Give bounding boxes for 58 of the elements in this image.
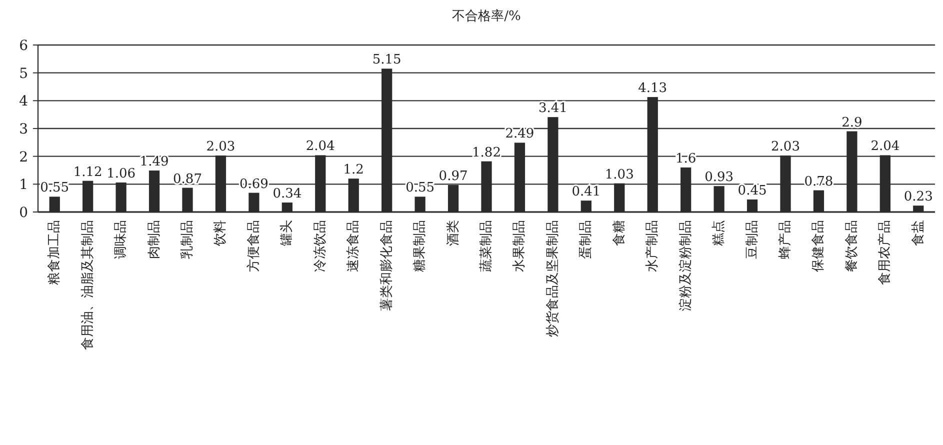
data-label: 3.41 bbox=[538, 101, 568, 116]
x-tick-label: 食盐 bbox=[910, 220, 926, 246]
x-tick-label: 豆制品 bbox=[744, 220, 760, 259]
x-tick-label: 酒类 bbox=[446, 220, 461, 246]
data-label: 0.55 bbox=[40, 180, 70, 196]
x-tick-label: 蜂产品 bbox=[778, 220, 793, 259]
x-tick-label: 淀粉及淀粉制品 bbox=[678, 220, 694, 311]
data-label: 2.49 bbox=[505, 126, 534, 142]
x-tick-label: 水产制品 bbox=[645, 220, 660, 272]
data-label: 1.12 bbox=[73, 164, 102, 180]
data-label: 0.97 bbox=[438, 169, 468, 184]
x-tick-label: 粮食加工品 bbox=[47, 220, 62, 285]
y-tick-label: 3 bbox=[19, 122, 28, 138]
x-tick-label: 食用农产品 bbox=[878, 220, 893, 285]
data-label: 0.55 bbox=[406, 180, 435, 196]
x-tick-label: 水果制品 bbox=[512, 220, 528, 272]
data-label: 0.87 bbox=[173, 172, 202, 187]
data-label: 2.04 bbox=[870, 139, 900, 154]
x-tick-label: 蛋制品 bbox=[578, 220, 594, 259]
data-label: 1.2 bbox=[343, 162, 364, 178]
x-tick-label: 餐饮食品 bbox=[844, 220, 860, 272]
data-label: 1.03 bbox=[604, 167, 634, 182]
data-label: 1.49 bbox=[140, 154, 169, 170]
x-tick-label: 糖果制品 bbox=[412, 220, 428, 272]
y-tick-label: 5 bbox=[19, 66, 28, 82]
data-label: 2.04 bbox=[306, 139, 335, 154]
data-label: 1.06 bbox=[106, 166, 136, 182]
x-tick-label: 饮料 bbox=[213, 220, 228, 247]
data-label: 2.03 bbox=[206, 140, 236, 154]
data-label: 5.15 bbox=[372, 52, 402, 68]
x-tick-label: 薯类和膨化食品 bbox=[379, 220, 394, 311]
y-tick-label: 6 bbox=[19, 38, 28, 54]
data-label: 0.23 bbox=[904, 190, 933, 205]
data-label: 0.93 bbox=[704, 170, 734, 186]
x-tick-label: 肉制品 bbox=[146, 220, 162, 259]
x-tick-label: 食糖 bbox=[612, 220, 627, 246]
x-tick-label: 炒货食品及坚果制品 bbox=[545, 220, 560, 337]
y-tick-label: 0 bbox=[19, 205, 28, 221]
y-tick-label: 4 bbox=[19, 94, 28, 110]
data-label: 0.45 bbox=[738, 183, 767, 198]
data-label: 2.9 bbox=[842, 115, 862, 130]
x-tick-label: 方便食品 bbox=[245, 220, 262, 272]
x-tick-label: 乳制品 bbox=[180, 220, 195, 259]
chart-title: 不合格率/% bbox=[452, 8, 521, 24]
x-tick-label: 速冻食品 bbox=[346, 220, 362, 272]
data-label: 0.41 bbox=[572, 184, 601, 200]
x-tick-label: 保健食品 bbox=[811, 220, 826, 272]
y-tick-label: 2 bbox=[19, 149, 28, 166]
x-tick-label: 食用油、油脂及其制品 bbox=[80, 220, 96, 350]
x-tick-label: 冷冻饮品 bbox=[312, 220, 328, 272]
data-label: 0.34 bbox=[272, 186, 302, 202]
data-label: 4.13 bbox=[638, 81, 668, 96]
x-tick-label: 蔬菜制品 bbox=[479, 220, 494, 272]
y-tick-label: 1 bbox=[19, 177, 28, 194]
x-tick-label: 罐头 bbox=[280, 220, 295, 246]
x-tick-label: 糕点 bbox=[712, 220, 727, 246]
data-label: 2.03 bbox=[771, 140, 800, 154]
x-tick-label: 调味品 bbox=[114, 220, 129, 259]
